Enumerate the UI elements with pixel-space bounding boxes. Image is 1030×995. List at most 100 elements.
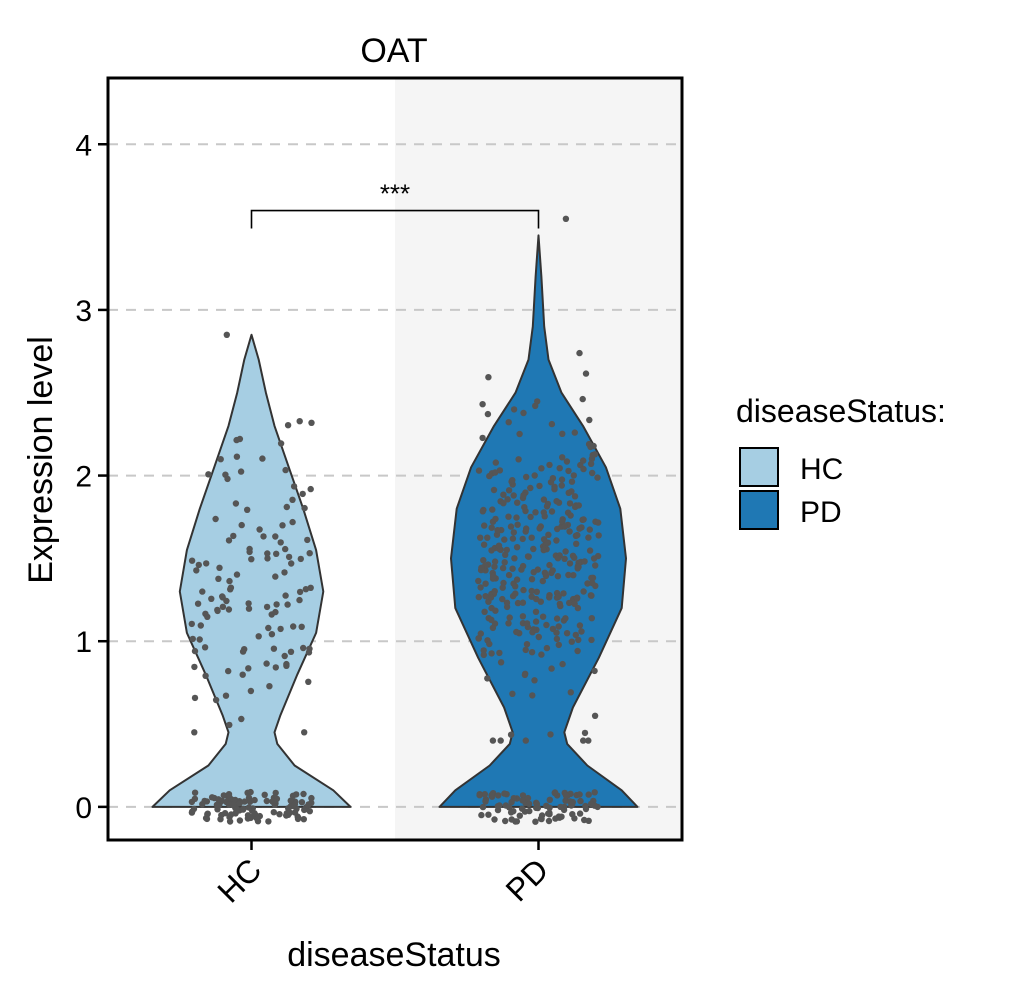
- data-point-pd: [585, 791, 592, 798]
- legend-label-pd: PD: [800, 496, 842, 529]
- data-point-pd: [492, 607, 499, 614]
- data-point-pd: [523, 473, 530, 481]
- data-point-hc: [308, 419, 315, 426]
- data-point-pd: [576, 622, 584, 629]
- data-point-hc: [215, 575, 222, 582]
- data-point-pd: [558, 813, 565, 820]
- data-point-pd: [513, 514, 520, 521]
- data-point-hc: [272, 573, 279, 580]
- data-point-pd: [553, 537, 560, 544]
- data-point-hc: [265, 818, 272, 825]
- data-point-pd: [484, 410, 492, 418]
- data-point-hc: [270, 797, 277, 805]
- data-point-pd: [533, 588, 540, 595]
- data-point-pd: [510, 492, 517, 499]
- data-point-pd: [581, 816, 588, 824]
- data-point-pd: [534, 566, 541, 573]
- data-point-pd: [573, 595, 581, 602]
- data-point-hc: [238, 715, 245, 723]
- data-point-pd: [576, 810, 584, 817]
- data-point-pd: [542, 572, 550, 580]
- data-point-pd: [568, 478, 576, 485]
- data-point-pd: [482, 798, 489, 805]
- data-point-pd: [592, 562, 599, 569]
- data-point-pd: [485, 811, 492, 818]
- data-point-pd: [539, 577, 546, 585]
- data-point-pd: [501, 536, 508, 543]
- y-axis: 0 1 2 3 4: [75, 129, 108, 825]
- data-point-pd: [539, 613, 547, 620]
- data-point-pd: [574, 531, 581, 539]
- data-point-pd: [477, 534, 484, 541]
- data-point-pd: [556, 465, 563, 472]
- data-point-pd: [495, 792, 502, 799]
- data-point-pd: [520, 586, 527, 594]
- data-point-hc: [245, 600, 252, 607]
- data-point-pd: [519, 613, 527, 620]
- legend-title: diseaseStatus:: [736, 393, 946, 429]
- data-point-pd: [509, 690, 516, 697]
- data-point-pd: [519, 792, 527, 799]
- data-point-pd: [532, 509, 539, 516]
- data-point-hc: [201, 644, 209, 651]
- data-point-pd: [514, 521, 521, 528]
- data-point-pd: [513, 576, 521, 583]
- data-point-pd: [522, 646, 529, 654]
- violins: [151, 234, 639, 808]
- data-point-pd: [540, 496, 548, 503]
- data-point-pd: [519, 797, 526, 804]
- data-point-pd: [501, 559, 508, 566]
- data-point-pd: [573, 540, 580, 547]
- legend-swatch-pd: [739, 490, 779, 530]
- data-point-pd: [548, 508, 556, 515]
- data-point-hc: [263, 797, 270, 805]
- data-point-pd: [497, 659, 505, 666]
- data-point-pd: [546, 594, 553, 601]
- data-point-hc: [264, 555, 271, 562]
- data-point-pd: [492, 459, 499, 466]
- data-point-pd: [514, 599, 522, 607]
- data-point-hc: [251, 810, 258, 817]
- legend-label-hc: HC: [800, 453, 843, 486]
- data-point-pd: [494, 527, 501, 534]
- data-point-pd: [566, 560, 574, 567]
- data-point-pd: [589, 579, 596, 587]
- y-tick-label-2: 2: [75, 461, 92, 494]
- data-point-hc: [225, 801, 233, 808]
- data-point-pd: [514, 499, 521, 506]
- data-point-pd: [585, 534, 592, 541]
- data-point-hc: [233, 436, 240, 444]
- data-point-pd: [516, 812, 523, 819]
- data-point-pd: [546, 809, 553, 817]
- legend: diseaseStatus: HC PD: [736, 393, 946, 530]
- data-point-pd: [588, 615, 595, 622]
- data-point-hc: [277, 625, 284, 633]
- data-point-pd: [478, 811, 485, 819]
- data-point-pd: [488, 616, 495, 623]
- data-point-pd: [545, 817, 553, 825]
- data-point-hc: [199, 588, 206, 595]
- data-point-hc: [228, 811, 235, 818]
- data-point-pd: [504, 496, 511, 503]
- data-point-hc: [265, 624, 272, 632]
- data-point-hc: [263, 660, 270, 667]
- y-tick-label-1: 1: [75, 626, 92, 659]
- data-point-pd: [567, 689, 574, 696]
- data-point-pd: [500, 491, 507, 498]
- data-point-pd: [481, 522, 488, 529]
- violin-pd: [438, 234, 639, 808]
- data-point-hc: [225, 667, 232, 675]
- x-tick-label-hc: HC: [210, 851, 268, 909]
- data-point-hc: [253, 815, 260, 822]
- data-point-pd: [555, 623, 562, 630]
- plot-panel: ***: [106, 76, 684, 842]
- data-point-pd: [499, 595, 506, 603]
- data-point-hc: [188, 620, 195, 628]
- data-point-pd: [576, 349, 583, 357]
- data-point-hc: [273, 601, 280, 608]
- data-point-pd: [584, 580, 591, 587]
- data-point-pd: [497, 737, 504, 744]
- data-point-pd: [524, 553, 532, 560]
- data-point-pd: [546, 561, 553, 569]
